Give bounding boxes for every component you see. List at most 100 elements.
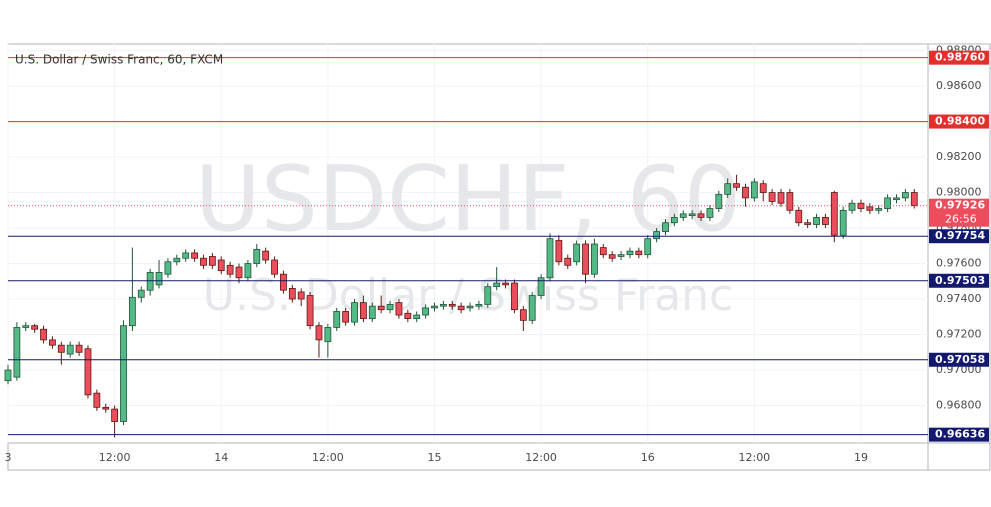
candle-body [733,183,740,188]
candle-body [66,344,74,355]
x-tick-label: 19 [854,451,868,464]
candle-body [750,181,758,199]
candle-body [688,213,696,217]
level-tag [929,352,989,367]
candle-body [342,311,350,323]
candle-body [93,392,101,408]
candle-body [13,327,21,378]
chart-title: U.S. Dollar / Swiss Franc, 60, FXCM [15,53,223,67]
candle-body [599,247,607,256]
y-tick-label: 0.98000 [936,186,982,199]
candle-body [4,369,12,382]
x-tick-label: 12:00 [99,451,131,464]
candle-body [706,208,714,218]
candle-body [839,209,847,236]
candle-body [306,295,314,327]
candle-body [120,325,127,422]
level-label: 0.97754 [935,229,985,242]
candle-body [359,302,367,319]
x-tick-label: 14 [214,451,228,464]
candle-body [377,305,385,311]
candle-body [137,289,145,298]
candle-body [49,339,56,346]
level-label: 0.97503 [935,274,985,287]
candle-body [528,295,536,321]
x-tick-label: 3 [5,451,12,464]
level-tag [929,427,989,442]
candle-body [40,328,47,341]
candle-body [768,192,776,202]
level-tag [929,50,989,65]
candle-body [724,183,732,195]
candle-body [893,197,900,201]
candle-body [813,217,820,225]
candle-body [128,296,136,327]
candle-body [697,213,705,218]
candle-body [102,406,110,410]
candle-body [75,344,83,353]
candle-body [901,192,909,199]
candle-body [324,327,332,343]
candle-body [262,250,270,261]
candle-body [777,192,785,204]
candle-body [546,238,554,279]
candle-body [555,240,563,263]
candle-body [591,243,598,275]
watermark: USDCHF, 60 [195,147,741,252]
candle-body [173,257,181,263]
candle-body [866,206,874,211]
candle-body [564,257,572,266]
candle-body [333,311,341,328]
candle-body [822,217,829,225]
candle-body [519,309,527,321]
candle-body [351,302,358,323]
candle-body [635,250,643,256]
candle-body [795,209,803,224]
candle-body [786,192,794,211]
candle-body [617,254,625,257]
candle-body [226,264,234,275]
candle-body [484,286,492,305]
candle-body [662,222,669,233]
candle-body [31,325,39,330]
x-tick-label: 12:00 [738,451,770,464]
candle-body [200,257,207,266]
candle-body [715,193,723,209]
level-label: 0.96636 [935,428,985,441]
candle-body [608,254,616,259]
candle-body [288,288,296,300]
candle-body [439,303,447,307]
candle-body [493,282,501,288]
y-tick-label: 0.98200 [936,150,982,163]
candle-body [191,252,198,259]
candle-body [164,261,172,275]
candle-body [208,256,216,266]
candle-body [217,259,225,272]
x-tick-label: 12:00 [312,451,344,464]
candle-body [253,248,261,264]
candle-body [875,208,883,211]
candle-body [368,305,376,319]
candle-body [457,305,465,311]
y-tick-label: 0.96800 [936,399,982,412]
candle-body [155,272,163,286]
candle-body [573,243,581,263]
candle-body [466,305,474,309]
candle-body [182,252,190,259]
candle-body [297,291,305,300]
y-tick-label: 0.97600 [936,257,982,270]
candle-body [271,259,278,275]
candle-body [884,197,892,209]
candle-body [653,231,661,240]
candle-body [582,243,589,275]
candle-body [759,183,767,193]
candle-body [448,303,456,307]
candle-body [848,202,856,211]
candle-body [431,305,438,309]
frame [7,43,991,471]
candle-body [235,266,243,279]
x-tick-label: 12:00 [525,451,557,464]
last-price-label: 0.97926 [935,199,985,212]
candle-body [395,302,403,316]
